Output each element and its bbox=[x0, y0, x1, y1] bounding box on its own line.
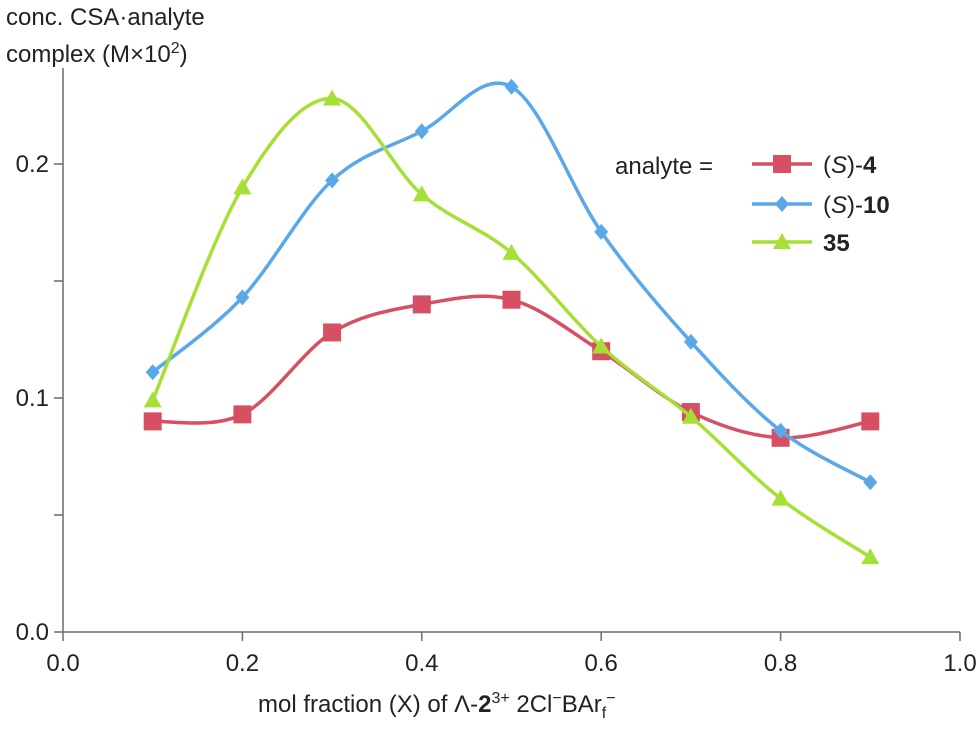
y-axis-label-line-1: conc. CSA·analyte bbox=[6, 4, 205, 31]
legend-swatch-marker bbox=[775, 196, 789, 212]
y-tick-label: 0.1 bbox=[16, 385, 49, 412]
data-point bbox=[323, 89, 342, 106]
y-tick-label: 0.0 bbox=[16, 619, 49, 646]
axes: 0.0 0.1 0.2 0.0 0.2 0.4 0.6 0.8 1.0 bbox=[16, 68, 977, 677]
data-point bbox=[773, 422, 788, 439]
legend-swatch-marker bbox=[773, 155, 791, 173]
legend-label-part: ( bbox=[823, 192, 831, 219]
legend-label-part: )- bbox=[847, 192, 863, 219]
legend-swatch-marker bbox=[773, 233, 791, 249]
legend-label-part: )- bbox=[847, 152, 863, 179]
x-tick-label: 1.0 bbox=[943, 650, 976, 677]
x-tick-label: 0.6 bbox=[585, 650, 618, 677]
legend-entry: (S)-4 bbox=[752, 152, 877, 179]
series-line bbox=[151, 96, 872, 559]
y-tick-label: 0.2 bbox=[16, 151, 49, 178]
data-point bbox=[143, 391, 162, 408]
data-point bbox=[143, 412, 162, 431]
x-tick-label: 0.2 bbox=[226, 650, 259, 677]
data-point bbox=[771, 489, 790, 506]
data-point bbox=[681, 407, 700, 424]
series-1 bbox=[145, 78, 878, 491]
y-axis-label-line-2: complex (M×102) bbox=[6, 40, 188, 68]
legend-label: 35 bbox=[823, 230, 850, 257]
x-axis-label: mol fraction (X) of Λ-23+ 2Cl−BArf− bbox=[258, 690, 616, 722]
x-tick-label: 0.8 bbox=[764, 650, 797, 677]
series-line bbox=[151, 81, 872, 484]
data-point bbox=[145, 364, 160, 381]
legend-entry: (S)-10 bbox=[752, 192, 890, 219]
data-point bbox=[235, 289, 250, 306]
data-point bbox=[325, 172, 340, 189]
legend-label-part: S bbox=[831, 192, 847, 219]
data-point bbox=[502, 290, 521, 309]
data-point bbox=[863, 474, 878, 491]
legend-label-part: ( bbox=[823, 152, 831, 179]
data-point bbox=[861, 548, 880, 565]
legend-entry: 35 bbox=[752, 230, 850, 257]
data-point bbox=[683, 333, 698, 350]
series-2 bbox=[143, 89, 880, 565]
legend-label: (S)-10 bbox=[823, 192, 890, 219]
series-layer bbox=[143, 78, 880, 565]
data-point bbox=[412, 185, 431, 202]
data-point bbox=[504, 78, 519, 95]
legend-label-part: 10 bbox=[863, 192, 890, 219]
data-point bbox=[861, 412, 880, 431]
legend-label: (S)-4 bbox=[823, 152, 877, 179]
x-tick-label: 0.4 bbox=[405, 650, 438, 677]
legend-label-part: 35 bbox=[823, 230, 850, 257]
legend-label-part: 4 bbox=[863, 152, 877, 179]
legend-title: analyte = bbox=[615, 153, 713, 180]
data-point bbox=[412, 295, 431, 314]
legend-label-part: S bbox=[831, 152, 847, 179]
data-point bbox=[592, 337, 611, 354]
data-point bbox=[594, 223, 609, 240]
data-point bbox=[414, 123, 429, 140]
data-point bbox=[233, 405, 252, 424]
data-point bbox=[323, 323, 342, 342]
data-point bbox=[233, 178, 252, 195]
x-tick-label: 0.0 bbox=[46, 650, 79, 677]
data-point bbox=[502, 243, 521, 260]
